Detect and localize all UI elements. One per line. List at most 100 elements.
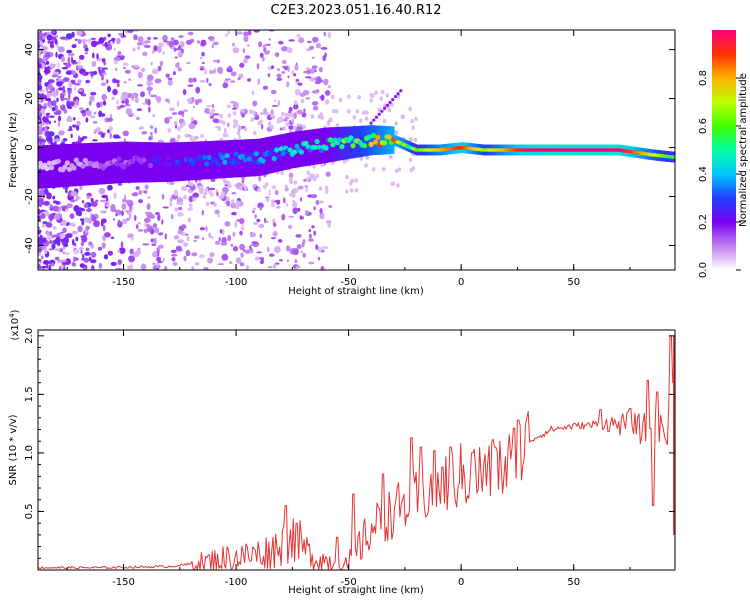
heatmap-noise-cell [42,116,47,123]
heatmap-ridge-outer [386,126,389,155]
heatmap-noise-cell [77,210,83,217]
heatmap-speck [408,157,413,163]
heatmap-noise-cell [153,45,158,52]
heatmap-noise-cell [71,230,79,235]
heatmap-noise-cell [114,67,118,72]
spectrogram-ylabel: Frequency (Hz) [8,112,19,188]
heatmap-noise-cell [187,84,194,87]
heatmap-noise-cell [239,62,245,68]
heatmap-noise-cell [304,185,309,188]
heatmap-noise-cell [224,33,229,37]
heatmap-speck [221,120,226,125]
heatmap-speck [326,121,331,126]
heatmap-speck [364,163,368,168]
heatmap-noise-cell [101,242,106,249]
heatmap-noise-cell [50,91,57,97]
heatmap-ridge-outer [254,139,257,177]
heatmap-noise-cell [311,56,315,59]
heatmap-noise-cell [283,197,286,204]
heatmap-speck [408,106,413,112]
heatmap-noise-cell [232,246,239,252]
heatmap-noise-cell [85,117,89,123]
heatmap-speck [324,185,329,191]
heatmap-noise-cell [38,189,41,196]
heatmap-noise-cell [86,107,89,111]
heatmap-ridge-core [80,163,86,169]
heatmap-noise-cell [243,31,249,37]
heatmap-noise-cell [117,219,121,225]
heatmap-speck [317,114,322,119]
heatmap-noise-cell [62,138,68,142]
heatmap-noise-cell [132,251,140,257]
heatmap-ridge-outer [251,139,254,177]
heatmap-noise-cell [247,30,252,36]
heatmap-ridge-outer [272,136,275,173]
heatmap-ridge-core [55,158,61,164]
heatmap-speck [202,194,207,199]
heatmap-noise-cell [208,232,212,238]
heatmap-noise-cell [294,88,301,96]
heatmap-noise-cell [259,52,264,58]
heatmap-noise-cell [72,248,80,255]
heatmap-noise-cell [290,189,297,195]
heatmap-ridge-core [251,159,257,165]
heatmap-noise-cell [135,186,140,190]
heatmap-noise-cell [185,39,193,46]
heatmap-ridge-core [202,154,208,160]
heatmap-noise-cell [309,45,314,50]
heatmap-noise-cell [124,69,131,74]
heatmap-noise-cell [46,192,52,200]
heatmap-noise-cell [201,61,205,65]
heatmap-noise-cell [65,233,73,238]
colorbar-tick-label: 0.4 [698,166,709,182]
heatmap-noise-cell [241,223,245,230]
heatmap-noise-cell [74,38,79,41]
heatmap-ridge-outer [376,125,379,155]
heatmap-noise-cell [110,261,117,266]
heatmap-noise-cell [49,104,53,109]
heatmap-noise-cell [85,247,90,251]
heatmap-ridge-outer [301,130,304,167]
heatmap-ridge-core [339,144,345,150]
heatmap-noise-cell [170,214,174,220]
heatmap-speck [271,199,275,204]
heatmap-noise-cell [281,59,287,65]
heatmap-noise-cell [90,243,94,249]
heatmap-noise-cell [186,235,190,242]
heatmap-noise-cell [41,211,47,214]
heatmap-noise-cell [111,96,115,100]
heatmap-noise-cell [253,222,259,225]
heatmap-noise-cell [177,45,182,51]
heatmap-noise-cell [143,190,148,194]
heatmap-noise-cell [291,118,294,125]
heatmap-noise-cell [277,239,283,243]
heatmap-noise-cell [88,217,93,224]
heatmap-ridge-core [44,165,50,172]
heatmap-noise-cell [267,246,270,253]
heatmap-noise-cell [177,51,183,58]
heatmap-noise-cell [90,251,97,258]
heatmap-noise-cell [209,69,214,75]
heatmap-ridge-outer [232,140,235,178]
heatmap-ridge-core [249,152,255,158]
heatmap-speck [179,201,184,206]
heatmap-noise-cell [129,203,132,211]
heatmap-noise-cell [217,214,220,218]
heatmap-noise-cell [45,230,49,235]
heatmap-speck [227,113,232,118]
heatmap-noise-cell [230,71,237,77]
heatmap-noise-cell [89,95,95,102]
snr-xtick-label: 50 [567,577,580,588]
heatmap-noise-cell [82,254,85,259]
heatmap-noise-cell [213,59,218,63]
heatmap-ridge-core [71,165,77,171]
heatmap-speck [382,118,387,124]
heatmap-noise-cell [161,219,164,225]
heatmap-noise-cell [136,42,144,46]
heatmap-noise-cell [47,40,50,44]
heatmap-noise-cell [101,74,104,81]
heatmap-noise-cell [270,237,276,240]
heatmap-noise-cell [43,248,48,255]
heatmap-noise-cell [46,97,52,102]
heatmap-noise-cell [170,37,175,41]
